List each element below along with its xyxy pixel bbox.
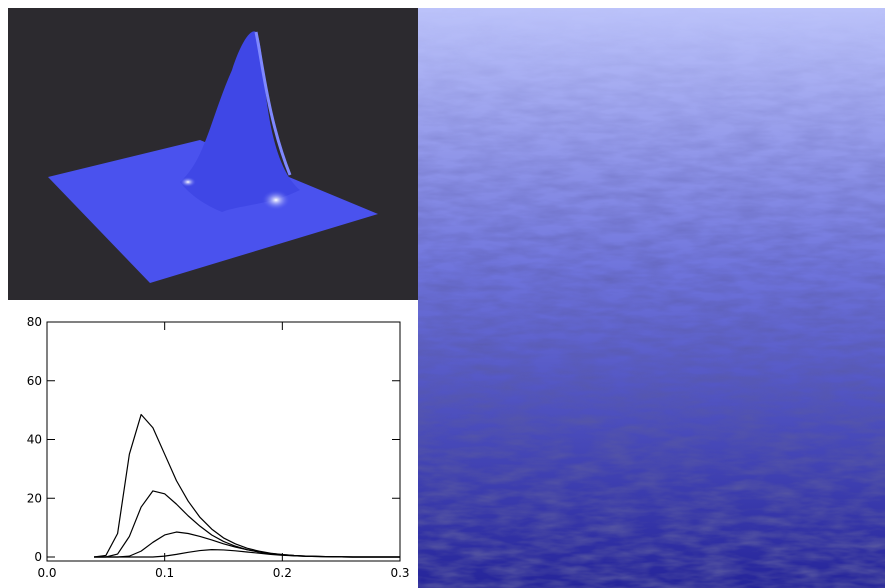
- x-tick-label: 0.0: [37, 566, 56, 580]
- y-tick-label: 80: [27, 315, 42, 329]
- y-tick-label: 40: [27, 433, 42, 447]
- figure: 0 20 40 60 80 0.0 0.1 0.2 0.3: [0, 0, 885, 588]
- sea-waves: [418, 8, 885, 588]
- x-tick-label: 0.2: [273, 566, 292, 580]
- surface-glint: [262, 190, 290, 210]
- plot-frame: [47, 322, 400, 561]
- x-tick-label: 0.1: [155, 566, 174, 580]
- canvas: 0 20 40 60 80 0.0 0.1 0.2 0.3: [0, 0, 885, 588]
- x-tick-label: 0.3: [390, 566, 409, 580]
- line-plot: 0 20 40 60 80 0.0 0.1 0.2 0.3: [27, 315, 410, 580]
- surface-glint: [180, 177, 196, 187]
- y-tick-label: 20: [27, 491, 42, 505]
- y-tick-label: 60: [27, 374, 42, 388]
- y-tick-label: 0: [34, 550, 42, 564]
